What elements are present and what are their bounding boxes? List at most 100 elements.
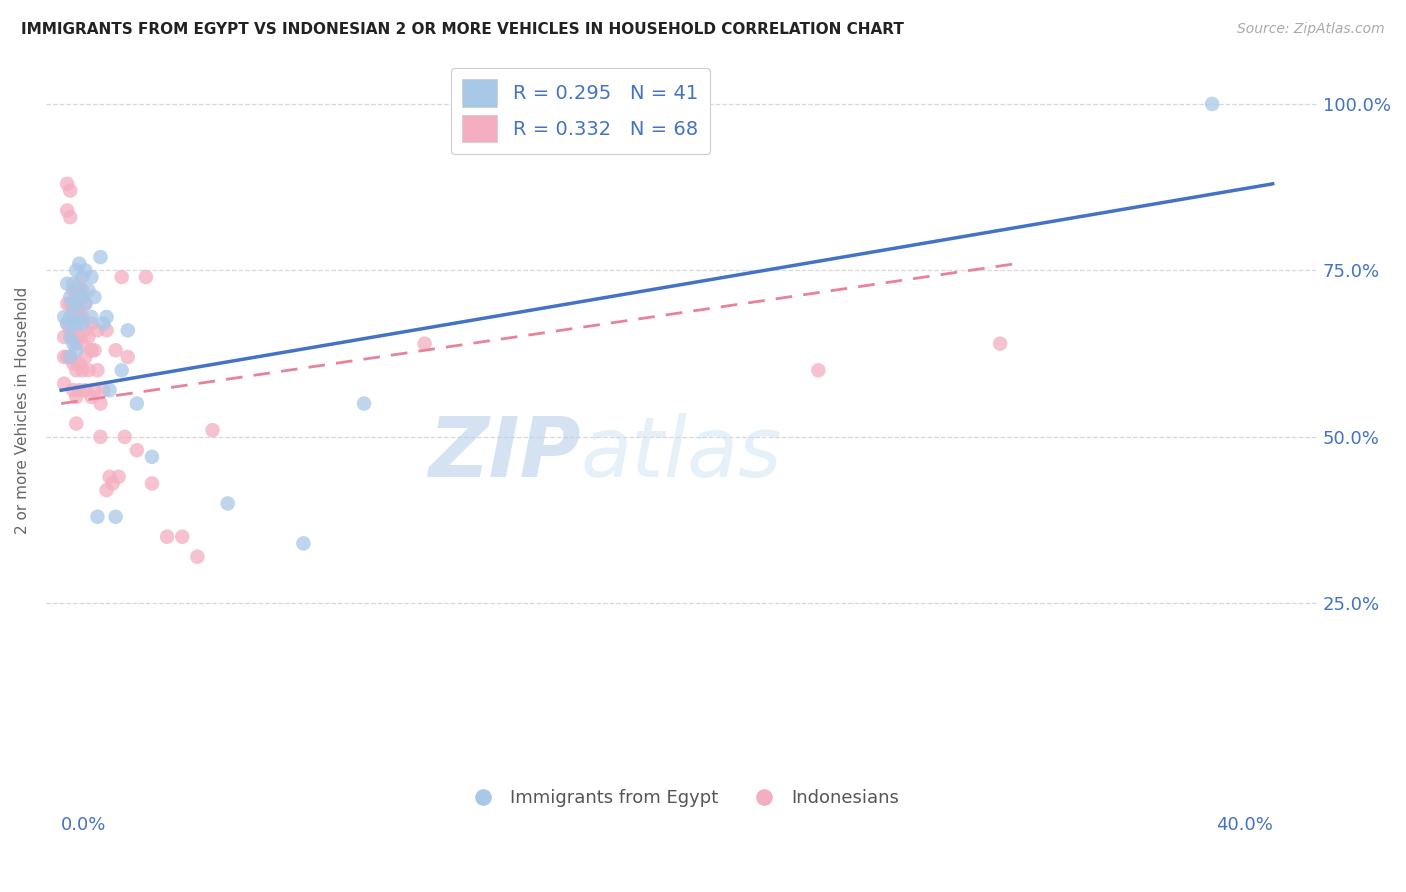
Point [80,310,103,324]
Point [107,470,129,484]
Point [96,310,118,324]
Point [53,330,76,344]
Point [72,317,94,331]
Point [59,184,82,198]
Point [65,343,87,358]
Point [1201,97,1223,112]
Point [75,350,97,364]
Point [56,350,79,364]
Point [65,310,87,324]
Point [80,343,103,358]
Point [125,443,148,458]
Point [101,476,124,491]
Point [86,509,108,524]
Point [111,270,134,285]
Point [80,317,103,331]
Point [83,343,105,358]
Point [96,323,118,337]
Text: 40.0%: 40.0% [1216,816,1272,835]
Point [65,363,87,377]
Legend: Immigrants from Egypt, Indonesians: Immigrants from Egypt, Indonesians [458,782,905,814]
Point [80,270,103,285]
Point [172,530,194,544]
Point [67,383,90,397]
Point [141,450,163,464]
Point [104,343,127,358]
Point [62,383,84,397]
Point [353,396,375,410]
Point [56,203,79,218]
Text: 0.0%: 0.0% [60,816,107,835]
Point [83,290,105,304]
Point [67,284,90,298]
Point [201,423,224,437]
Point [117,323,139,337]
Point [75,263,97,277]
Point [59,323,82,337]
Point [93,317,115,331]
Text: IMMIGRANTS FROM EGYPT VS INDONESIAN 2 OR MORE VEHICLES IN HOUSEHOLD CORRELATION : IMMIGRANTS FROM EGYPT VS INDONESIAN 2 OR… [21,22,904,37]
Point [67,330,90,344]
Point [56,296,79,310]
Point [56,177,79,191]
Point [186,549,208,564]
Text: Source: ZipAtlas.com: Source: ZipAtlas.com [1237,22,1385,37]
Point [53,350,76,364]
Point [59,330,82,344]
Point [114,430,136,444]
Point [83,383,105,397]
Point [72,310,94,324]
Point [72,363,94,377]
Point [77,284,100,298]
Point [67,357,90,371]
Point [135,270,157,285]
Point [75,383,97,397]
Point [62,296,84,310]
Point [98,383,121,397]
Point [72,290,94,304]
Point [56,317,79,331]
Point [807,363,830,377]
Point [59,350,82,364]
Point [86,323,108,337]
Point [117,350,139,364]
Point [217,496,239,510]
Point [80,390,103,404]
Point [72,336,94,351]
Point [59,296,82,310]
Point [62,303,84,318]
Point [53,310,76,324]
Point [96,483,118,497]
Point [93,383,115,397]
Text: atlas: atlas [581,413,782,494]
Point [62,277,84,291]
Point [75,296,97,310]
Point [67,277,90,291]
Point [65,284,87,298]
Point [65,390,87,404]
Point [141,476,163,491]
Point [59,310,82,324]
Point [65,317,87,331]
Point [156,530,179,544]
Point [104,509,127,524]
Point [62,336,84,351]
Point [65,336,87,351]
Point [75,296,97,310]
Point [292,536,315,550]
Text: ZIP: ZIP [427,413,581,494]
Point [67,303,90,318]
Point [53,376,76,391]
Point [125,396,148,410]
Point [65,296,87,310]
Point [62,317,84,331]
Point [62,284,84,298]
Point [89,250,111,264]
Point [62,330,84,344]
Point [59,350,82,364]
Point [59,210,82,224]
Point [413,336,436,351]
Point [65,263,87,277]
Point [86,363,108,377]
Point [98,470,121,484]
